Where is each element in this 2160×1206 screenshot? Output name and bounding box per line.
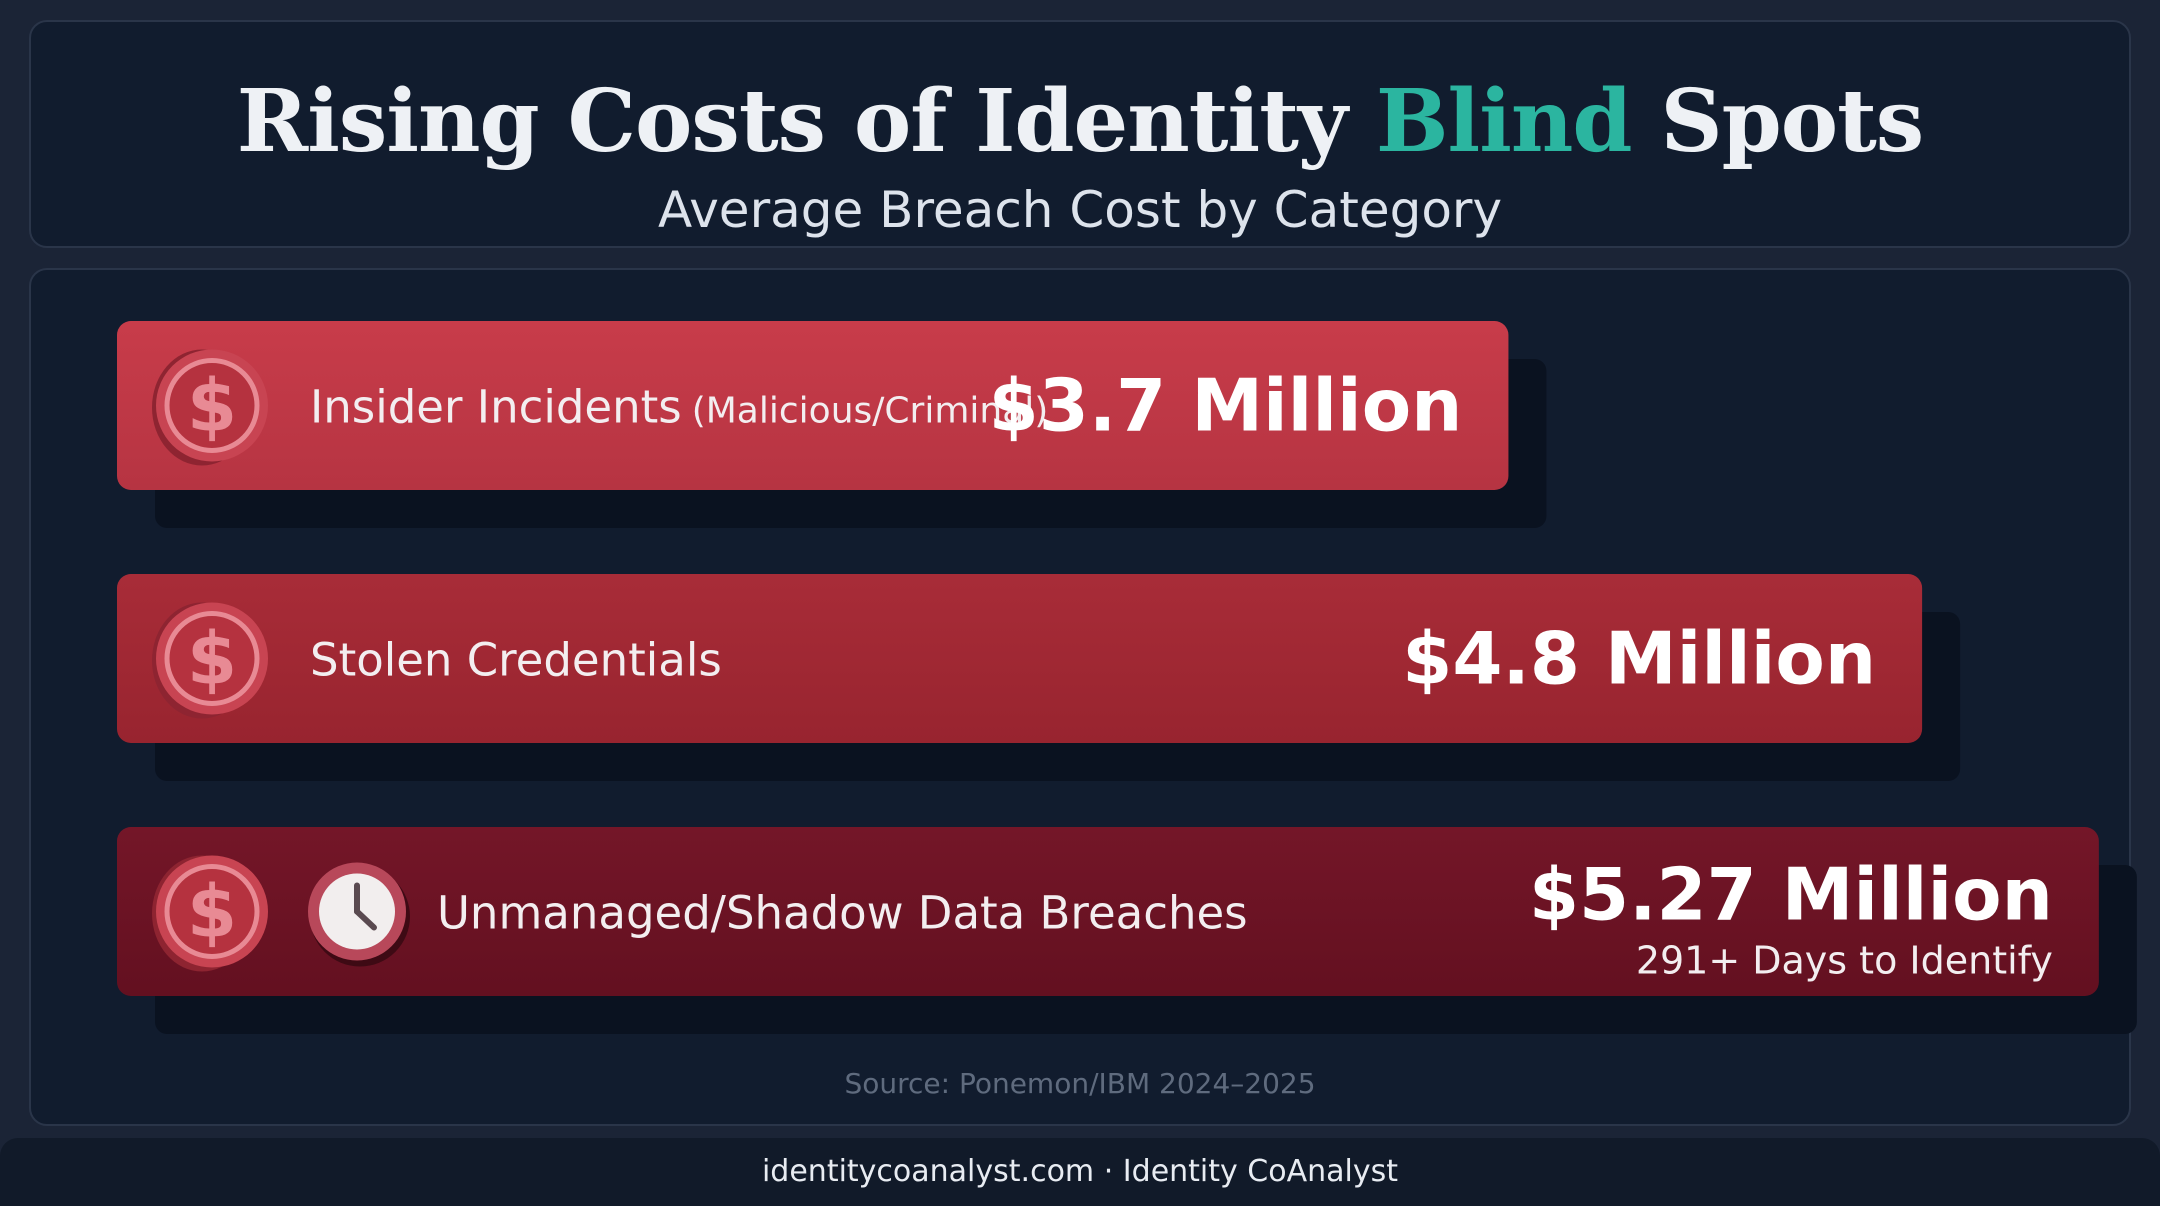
chart-panel — [29, 268, 2131, 1126]
source-note: Source: Ponemon/IBM 2024–2025 — [844, 1067, 1316, 1100]
footer-brand: Identity CoAnalyst — [1122, 1154, 1399, 1189]
footer: identitycoanalyst.com · Identity CoAnaly… — [0, 1138, 2160, 1206]
header-panel: Rising Costs of Identity Blind Spots Ave… — [29, 20, 2131, 248]
page-title: Rising Costs of Identity Blind Spots — [31, 72, 2129, 172]
title-accent-word: Blind — [1375, 71, 1633, 172]
title-part-1: Rising Costs of Identity — [236, 71, 1376, 172]
footer-text: identitycoanalyst.com · Identity CoAnaly… — [0, 1152, 2160, 1192]
title-part-2: Spots — [1631, 71, 1924, 172]
footer-site: identitycoanalyst.com — [761, 1154, 1095, 1189]
footer-separator: · — [1103, 1154, 1114, 1189]
page-subtitle: Average Breach Cost by Category — [657, 181, 1503, 239]
